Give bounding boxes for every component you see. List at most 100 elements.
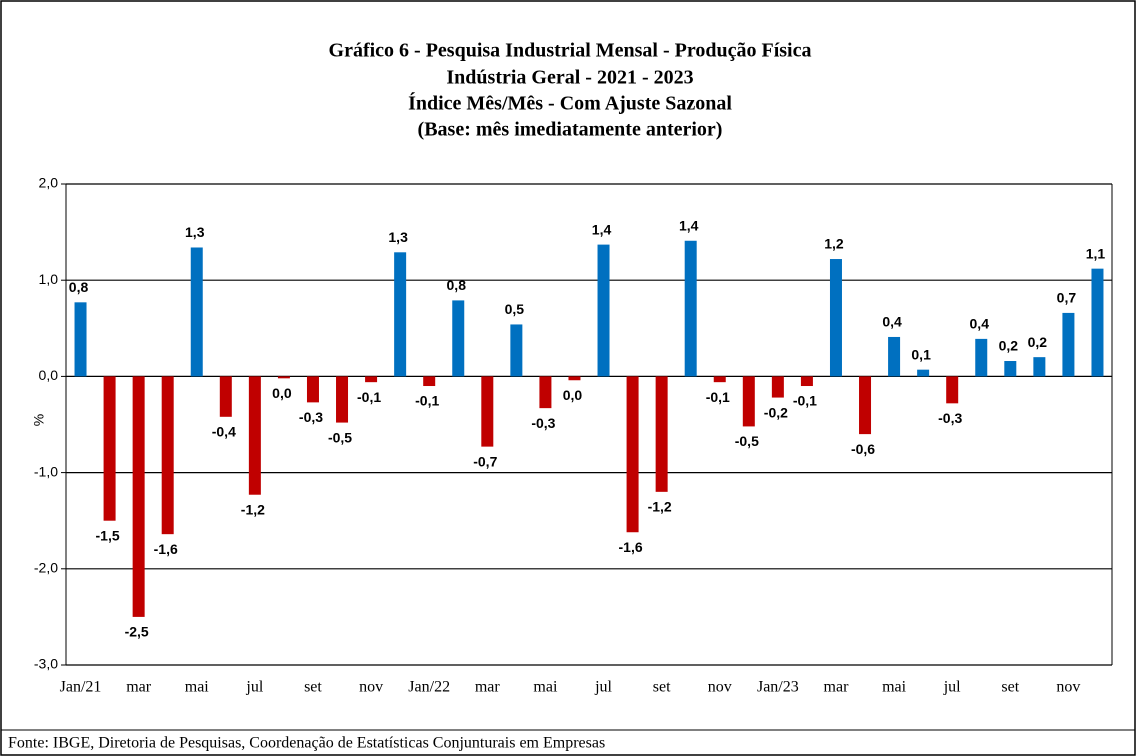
value-label: -0,3 bbox=[531, 415, 555, 431]
bar bbox=[161, 376, 174, 535]
bar bbox=[771, 376, 784, 398]
bar bbox=[248, 376, 261, 495]
value-label: 1,1 bbox=[1086, 245, 1106, 261]
value-label: 0,1 bbox=[911, 346, 931, 362]
x-tick-label: mar bbox=[126, 679, 152, 696]
bar bbox=[742, 376, 755, 427]
bar bbox=[539, 376, 552, 409]
x-tick-label: nov bbox=[1056, 679, 1080, 696]
y-tick-label: -3,0 bbox=[34, 656, 58, 672]
value-label: 0,4 bbox=[970, 316, 990, 332]
chart-title: Índice Mês/Mês - Com Ajuste Sazonal bbox=[408, 92, 732, 115]
bar bbox=[74, 302, 87, 377]
y-tick-label: 1,0 bbox=[39, 271, 59, 287]
bar bbox=[103, 376, 116, 521]
bar bbox=[568, 376, 581, 381]
value-label: -0,1 bbox=[706, 389, 730, 405]
x-tick-label: set bbox=[1001, 679, 1019, 696]
bar bbox=[917, 369, 930, 377]
value-label: -0,3 bbox=[299, 409, 323, 425]
value-label: 0,8 bbox=[447, 277, 467, 293]
value-label: -0,2 bbox=[764, 404, 788, 420]
x-tick-label: jul bbox=[245, 679, 263, 696]
bar bbox=[713, 376, 726, 383]
value-label: -0,1 bbox=[793, 393, 817, 409]
bar bbox=[481, 376, 494, 447]
x-tick-label: mai bbox=[882, 679, 907, 696]
x-tick-label: set bbox=[304, 679, 322, 696]
bar bbox=[1004, 361, 1017, 377]
value-label: -0,6 bbox=[851, 441, 875, 457]
y-tick-label: 2,0 bbox=[39, 175, 59, 191]
value-label: -0,3 bbox=[938, 410, 962, 426]
bar bbox=[336, 376, 349, 423]
bar bbox=[684, 240, 697, 377]
value-label: 1,4 bbox=[592, 221, 612, 237]
bar bbox=[1062, 312, 1075, 377]
value-label: 1,3 bbox=[388, 229, 408, 245]
value-label: 0,4 bbox=[882, 314, 902, 330]
x-tick-label: mai bbox=[185, 679, 210, 696]
x-tick-label: Jan/22 bbox=[408, 679, 450, 696]
value-label: -1,2 bbox=[648, 499, 672, 515]
value-label: 1,4 bbox=[679, 217, 699, 233]
chart-title: Indústria Geral - 2021 - 2023 bbox=[446, 67, 693, 89]
value-label: -1,5 bbox=[96, 527, 120, 543]
x-tick-label: set bbox=[653, 679, 671, 696]
bar bbox=[219, 376, 232, 417]
value-label: 0,7 bbox=[1057, 290, 1077, 306]
value-label: -0,4 bbox=[212, 424, 236, 440]
y-tick-label: -1,0 bbox=[34, 463, 58, 479]
bar bbox=[365, 376, 378, 383]
bar bbox=[132, 376, 145, 617]
y-tick-label: -2,0 bbox=[34, 560, 58, 576]
x-tick-label: mai bbox=[533, 679, 558, 696]
value-label: 0,2 bbox=[999, 338, 1019, 354]
bar bbox=[394, 252, 407, 377]
value-label: 0,8 bbox=[69, 279, 89, 295]
bar bbox=[306, 376, 319, 403]
x-tick-label: mar bbox=[824, 679, 850, 696]
value-label: -0,5 bbox=[735, 433, 759, 449]
bar bbox=[946, 376, 959, 404]
bar bbox=[1033, 357, 1046, 377]
bar bbox=[800, 376, 813, 387]
value-label: -1,6 bbox=[619, 539, 643, 555]
bar bbox=[859, 376, 872, 435]
source-note: Fonte: IBGE, Diretoria de Pesquisas, Coo… bbox=[8, 735, 605, 752]
value-label: 0,5 bbox=[505, 301, 525, 317]
bar bbox=[423, 376, 436, 387]
chart-title: (Base: mês imediatamente anterior) bbox=[418, 119, 723, 141]
bar bbox=[277, 376, 290, 379]
bar bbox=[975, 338, 988, 377]
bar bbox=[655, 376, 668, 492]
bar bbox=[597, 244, 610, 377]
bar bbox=[190, 247, 203, 377]
value-label: 0,2 bbox=[1028, 334, 1048, 350]
value-label: -0,7 bbox=[473, 453, 497, 469]
x-tick-label: nov bbox=[359, 679, 383, 696]
y-axis-label: % bbox=[31, 414, 47, 426]
x-tick-label: mar bbox=[475, 679, 501, 696]
x-tick-label: jul bbox=[943, 679, 961, 696]
value-label: -2,5 bbox=[125, 624, 149, 640]
value-label: -0,1 bbox=[415, 393, 439, 409]
value-label: -0,1 bbox=[357, 389, 381, 405]
value-label: -1,2 bbox=[241, 501, 265, 517]
bar bbox=[1091, 268, 1104, 377]
value-label: 0,0 bbox=[563, 387, 583, 403]
y-tick-label: 0,0 bbox=[39, 367, 59, 383]
bar bbox=[626, 376, 639, 533]
x-tick-label: nov bbox=[708, 679, 732, 696]
x-tick-label: Jan/23 bbox=[757, 679, 799, 696]
value-label: -1,6 bbox=[154, 541, 178, 557]
value-label: 1,3 bbox=[185, 224, 205, 240]
chart-title: Gráfico 6 - Pesquisa Industrial Mensal -… bbox=[329, 40, 812, 62]
bar bbox=[510, 324, 523, 377]
bar bbox=[452, 300, 465, 377]
x-tick-label: jul bbox=[594, 679, 612, 696]
x-tick-label: Jan/21 bbox=[60, 679, 102, 696]
value-label: 0,0 bbox=[272, 385, 292, 401]
